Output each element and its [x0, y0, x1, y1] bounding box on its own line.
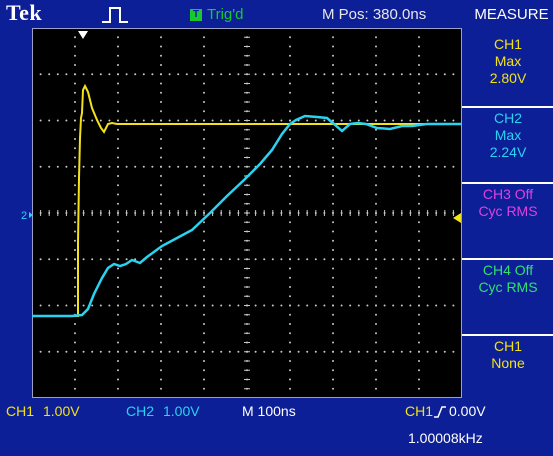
- menu-title: MEASURE: [474, 6, 549, 23]
- measure-menu-item-5-line2: None: [491, 355, 525, 371]
- measure-menu-item-1-line2: Max: [494, 53, 522, 69]
- measure-menu-item-2-line1: CH2: [493, 110, 522, 126]
- ch1-scale: 1.00V: [43, 403, 80, 419]
- measure-menu-item-4-line1: CH4 Off: [482, 262, 534, 278]
- measure-menu-item-4-line2: Cyc RMS: [478, 279, 538, 295]
- measure-menu: CH1 Max 2.80V CH2 Max 2.24V CH3 Off Cyc RMS CH4 …: [462, 28, 553, 398]
- trigger-indicator-icon: T: [190, 9, 202, 21]
- measure-menu-item-3-line2: Cyc RMS: [478, 203, 538, 219]
- ch2-waveform: [32, 114, 462, 318]
- menu-separator: [462, 334, 553, 336]
- ch2-ground-marker-icon: 2: [21, 210, 33, 222]
- horizontal-position-readout: M Pos: 380.0ns: [322, 6, 427, 23]
- measure-menu-item-1-line3: 2.80V: [489, 70, 527, 86]
- svg-text:2: 2: [21, 210, 27, 222]
- measure-menu-item-3-line1: CH3 Off: [482, 186, 534, 202]
- trigger-source: CH1: [405, 403, 434, 419]
- ch2-label: CH2: [126, 403, 155, 419]
- measure-menu-item-1-line1: CH1: [493, 36, 522, 52]
- measure-menu-item-2-line3: 2.24V: [489, 144, 527, 160]
- measure-menu-item-2-line2: Max: [494, 127, 522, 143]
- measure-menu-item-4[interactable]: CH4 Off Cyc RMS: [464, 262, 552, 296]
- ch1-label: CH1: [6, 403, 35, 419]
- readout-bar: CH1 1.00V CH2 1.00V M 100ns CH1 0.00V 1.…: [0, 400, 553, 456]
- frequency-readout: 1.00008kHz: [408, 430, 483, 446]
- waveform-graticule: [32, 28, 462, 398]
- pulse-icon: [102, 7, 128, 23]
- timebase-readout: M 100ns: [242, 403, 296, 419]
- menu-separator: [462, 106, 553, 108]
- menu-separator: [462, 182, 553, 184]
- menu-separator: [462, 258, 553, 260]
- measure-menu-item-5-line1: CH1: [493, 338, 522, 354]
- measure-menu-item-2[interactable]: CH2 Max 2.24V: [464, 110, 552, 161]
- trigger-level: 0.00V: [449, 403, 486, 419]
- measure-menu-item-3[interactable]: CH3 Off Cyc RMS: [464, 186, 552, 220]
- trigger-level-arrow-icon: [453, 213, 461, 223]
- measure-menu-item-5[interactable]: CH1 None: [464, 338, 552, 372]
- trigger-position-marker-icon: [78, 31, 88, 39]
- brand-logo: Tek: [6, 0, 43, 25]
- status-bar: Tek T Trig'd M Pos: 380.0ns MEASURE: [0, 0, 549, 28]
- rising-edge-icon: [434, 406, 446, 418]
- measure-menu-item-1[interactable]: CH1 Max 2.80V: [464, 36, 552, 87]
- trigger-status: Trig'd: [207, 6, 244, 23]
- ch2-scale: 1.00V: [163, 403, 200, 419]
- ch1-waveform: [32, 83, 462, 317]
